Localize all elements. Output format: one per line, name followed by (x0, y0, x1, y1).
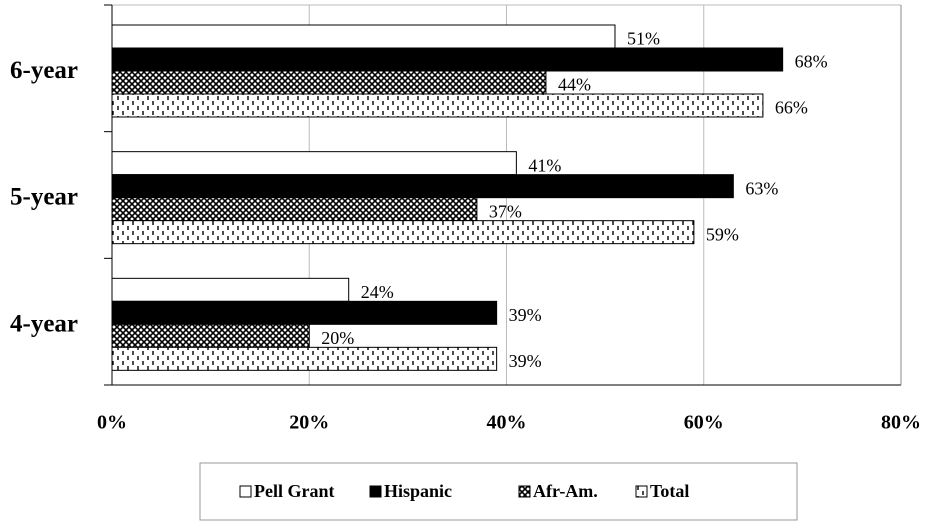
bar (111, 277, 350, 302)
bar (111, 346, 498, 371)
data-label: 68% (795, 52, 828, 72)
data-label: 24% (361, 282, 394, 302)
bar (111, 174, 734, 199)
legend-swatch (518, 485, 531, 498)
legend-swatch (635, 485, 648, 498)
data-label: 39% (509, 305, 542, 325)
legend-swatch (239, 485, 252, 498)
bar (111, 47, 784, 72)
legend-label: Total (650, 481, 689, 501)
data-label: 63% (745, 178, 778, 198)
x-tick-label: 40% (487, 412, 527, 434)
x-tick-label: 60% (684, 412, 724, 434)
y-tick-label: 5-year (10, 184, 78, 211)
data-label: 51% (627, 29, 660, 49)
bar (111, 300, 498, 325)
bar (111, 323, 310, 348)
y-tick-label: 6-year (10, 57, 78, 84)
legend-label: Afr-Am. (533, 481, 598, 501)
x-tick-label: 0% (97, 412, 127, 434)
legend-swatch (369, 485, 382, 498)
data-label: 59% (706, 224, 739, 244)
legend-label: Hispanic (384, 481, 452, 501)
data-label: 44% (558, 75, 591, 95)
bar (111, 197, 478, 222)
x-tick-label: 80% (881, 412, 921, 434)
data-label: 39% (509, 351, 542, 371)
data-label: 20% (321, 328, 354, 348)
bar (111, 151, 517, 176)
x-tick-label: 20% (289, 412, 329, 434)
data-label: 41% (528, 155, 561, 175)
data-label: 37% (489, 201, 522, 221)
bar (111, 220, 695, 245)
bar (111, 93, 764, 118)
y-tick-label: 4-year (10, 310, 78, 337)
bar (111, 70, 547, 95)
legend-box (199, 462, 798, 521)
bar (111, 24, 616, 49)
legend-label: Pell Grant (254, 481, 334, 501)
data-label: 66% (775, 98, 808, 118)
